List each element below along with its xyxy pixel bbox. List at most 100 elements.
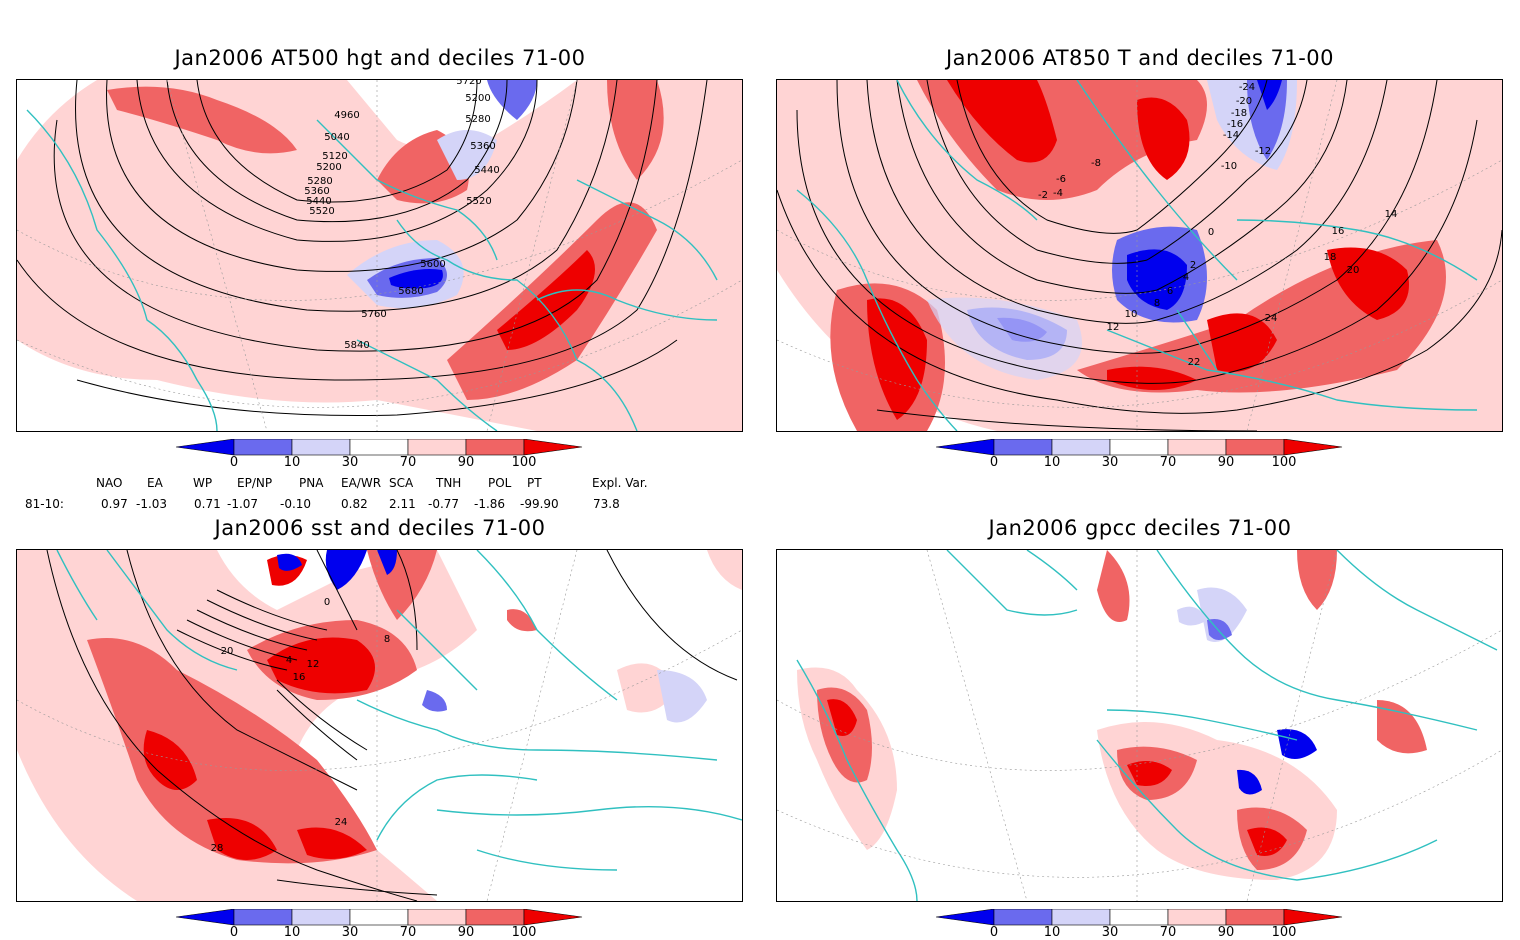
contour-label: -4 [1053,188,1063,199]
index-value: -1.07 [227,497,259,511]
colorbar-label: 30 [1101,455,1119,470]
contour-label: 5440 [306,196,331,207]
colorbar-gpcc: 0 10 30 70 90 100 [935,908,1346,940]
grid-lines [777,550,1502,901]
contour-label: 6 [1167,286,1173,297]
contour-label: 16 [293,672,306,683]
colorbar-label: 100 [1271,925,1297,940]
map-hgt500: 4960 5040 5120 5200 5280 5360 5440 5520 … [17,80,742,431]
contour-label: 5720 [456,80,481,87]
index-value: -99.90 [520,497,559,511]
colorbar-swatch [233,908,293,926]
contour-label: 8 [384,634,390,645]
colorbar-swatch [175,908,235,926]
colorbar-swatch [523,438,583,456]
index-header: PT [527,476,542,490]
contour-label: 14 [1385,209,1398,220]
colorbar-swatch [993,438,1053,456]
anomaly-shading [777,80,1502,431]
colorbar-label: 90 [1217,455,1235,470]
contour-label: 12 [307,659,320,670]
anomaly-shading [17,550,742,901]
contour-lines [46,550,738,901]
contour-label: 8 [1154,298,1160,309]
colorbar-swatch [935,908,995,926]
panel-title-gpcc: Jan2006 gpcc deciles 71-00 [988,516,1292,540]
colorbar-label: 90 [457,925,475,940]
colorbar-swatch [1051,438,1111,456]
contour-label: 0 [1208,227,1214,238]
contour-label: 24 [335,817,348,828]
colorbar-t850: 0 10 30 70 90 100 [935,438,1346,470]
map-sst: 0 4 8 12 16 20 24 28 [17,550,742,901]
colorbar-swatch [993,908,1053,926]
colorbar-swatches [175,908,583,926]
colorbar-swatch [1225,908,1285,926]
contour-label: 4960 [334,110,359,121]
contour-label: 5280 [465,114,490,125]
contour-label: 12 [1107,322,1120,333]
index-header: EA/WR [341,476,382,490]
colorbar-label: 0 [989,455,999,470]
contour-label: 5760 [361,309,386,320]
index-row-label: 81-10: [25,497,64,511]
colorbar-swatch [407,908,467,926]
index-header: POL [488,476,512,490]
map-gpcc [777,550,1502,901]
coastlines [796,80,1478,431]
colorbar-swatches [935,908,1343,926]
contour-label: 4 [1183,272,1189,283]
colorbar-swatch [291,438,351,456]
index-header: Expl. Var. [592,476,648,490]
index-value: -1.86 [474,497,506,511]
contour-label: -6 [1056,174,1066,185]
contour-label: 5440 [474,165,499,176]
colorbar-label: 10 [283,455,301,470]
contour-label: 5200 [465,93,490,104]
contour-label: -16 [1227,119,1243,130]
contour-label: 2 [1190,260,1196,271]
index-value: -0.10 [280,497,312,511]
index-value: 0.82 [341,497,368,511]
colorbar-swatch [1225,438,1285,456]
map-t850: -24 -20 -18 -16 -14 -12 -10 -8 -6 -4 -2 … [777,80,1502,431]
index-value: -0.77 [428,497,460,511]
colorbar-label: 10 [1043,455,1061,470]
colorbar-label: 30 [1101,925,1119,940]
map-panel-sst: 0 4 8 12 16 20 24 28 [16,549,743,902]
contour-label: 5120 [322,151,347,162]
colorbar-label: 0 [229,925,239,940]
contour-labels: 4960 5040 5120 5200 5280 5360 5440 5520 … [304,80,499,351]
colorbar-label: 70 [399,455,417,470]
colorbar-swatch [1167,908,1227,926]
contour-label: 24 [1265,313,1278,324]
contour-label: -18 [1231,108,1247,119]
index-header: SCA [389,476,414,490]
index-header: EA [147,476,163,490]
colorbar-swatch [233,438,293,456]
anomaly-shading [797,550,1427,880]
colorbar-hgt: 0 10 30 70 90 100 [175,438,586,470]
colorbar-swatch [349,908,409,926]
index-value: 73.8 [593,497,620,511]
index-header: EP/NP [237,476,273,490]
contour-label: 5520 [466,196,491,207]
coastlines [56,550,742,871]
contour-labels: 0 4 8 12 16 20 24 28 [211,597,391,854]
colorbar-label: 10 [283,925,301,940]
colorbar-label: 10 [1043,925,1061,940]
colorbar-label: 30 [341,925,359,940]
grid-lines [17,80,742,431]
contour-label: 5840 [344,340,369,351]
panel-title-t850: Jan2006 AT850 T and deciles 71-00 [945,46,1335,70]
map-panel-gpcc [776,549,1503,902]
colorbar-swatch [1051,908,1111,926]
colorbar-label: 100 [511,455,537,470]
colorbar-swatch [1109,438,1169,456]
colorbar-swatch [291,908,351,926]
contour-label: 22 [1188,357,1201,368]
index-value: 0.71 [194,497,221,511]
contour-label: 4 [286,655,292,666]
colorbar-label: 0 [989,925,999,940]
contour-label: -8 [1091,158,1101,169]
